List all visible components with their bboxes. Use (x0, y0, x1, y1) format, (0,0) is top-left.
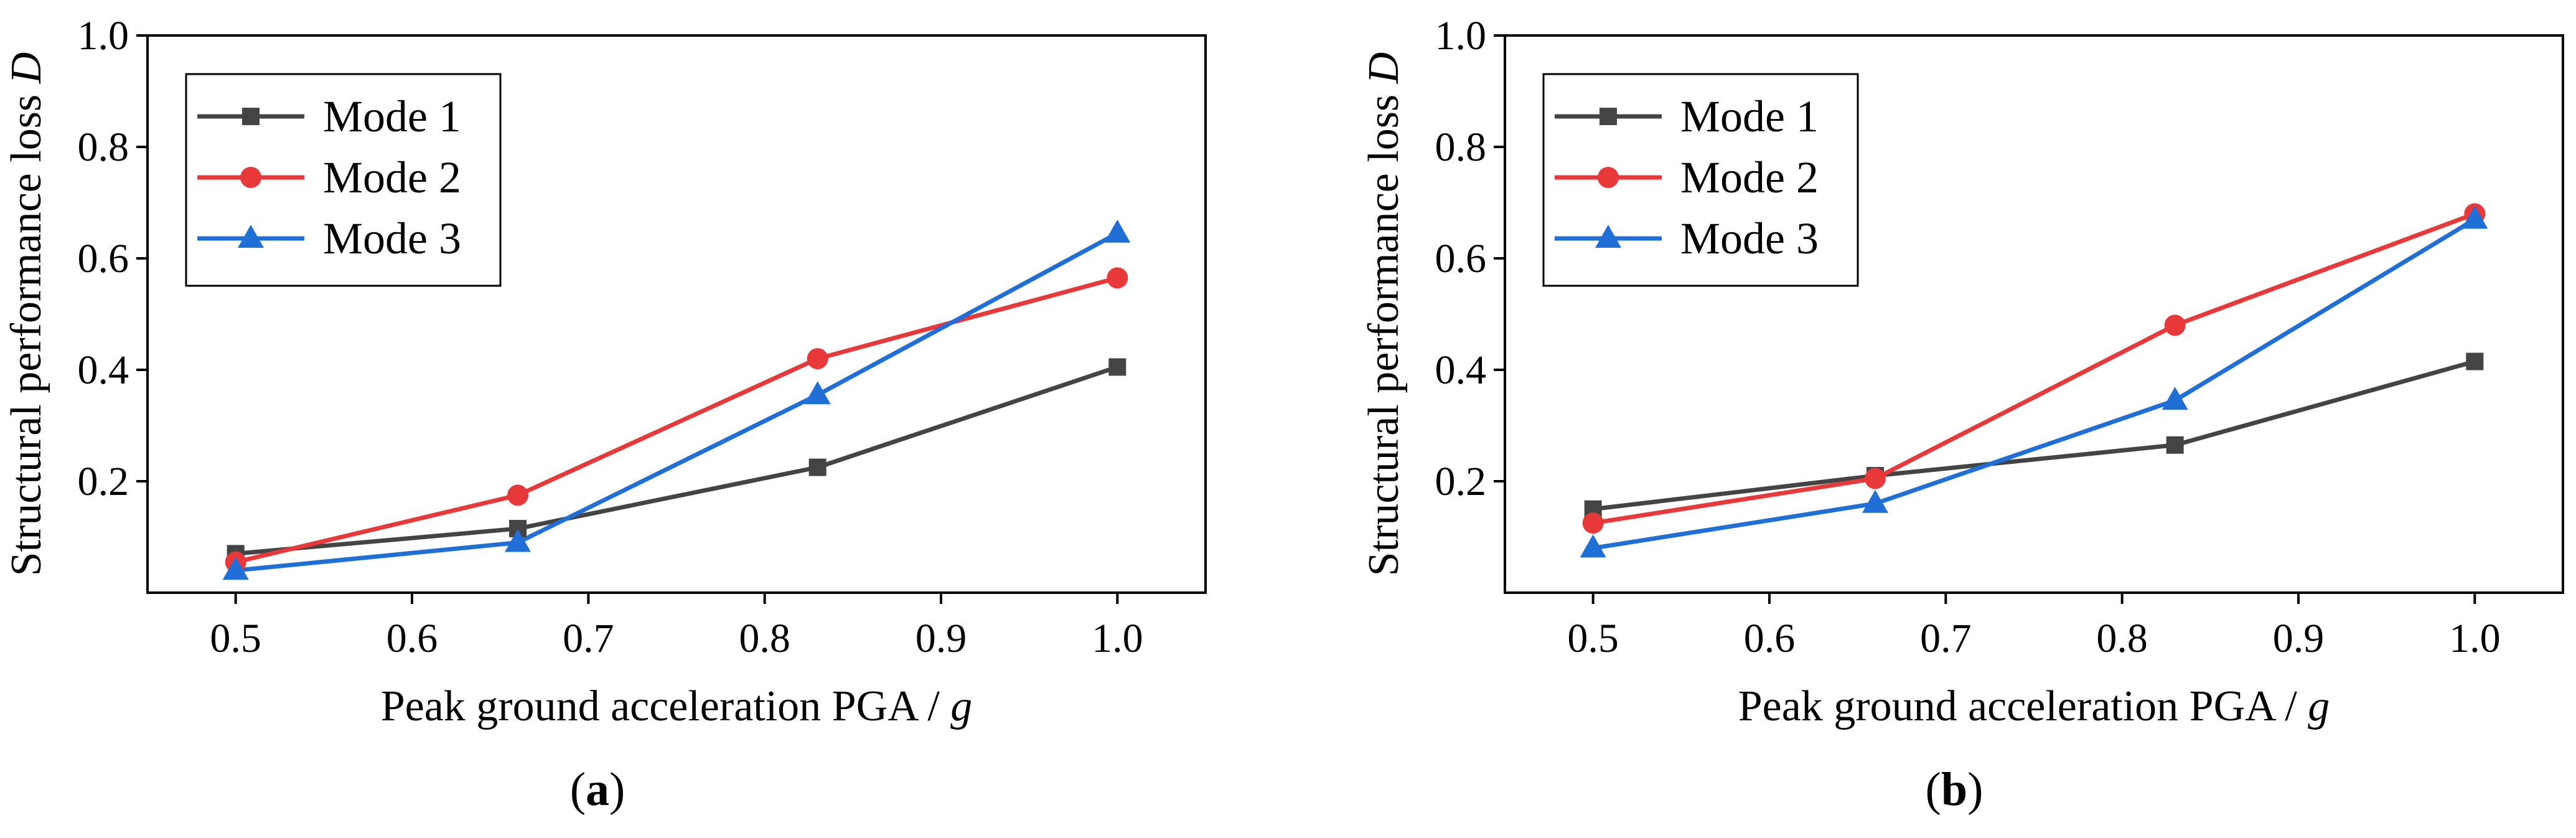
y-tick-label: 0.4 (78, 347, 129, 393)
x-tick-label: 1.0 (1092, 616, 1143, 661)
x-tick-label: 0.9 (916, 616, 967, 661)
x-tick-label: 0.9 (2273, 616, 2325, 661)
legend-box (1542, 73, 1859, 287)
y-axis-title: Structural performance loss D (2, 52, 50, 577)
data-point (807, 348, 828, 370)
y-tick-label: 1.0 (1435, 13, 1487, 59)
data-point (2466, 352, 2484, 370)
y-tick-label: 0.8 (1435, 125, 1487, 170)
x-axis-title-variable: g (2308, 682, 2330, 730)
series-line-mode-2 (1593, 212, 2476, 525)
x-tick-label: 0.5 (1567, 616, 1619, 661)
data-point (1104, 219, 1131, 243)
series-line-mode-2 (235, 275, 1118, 565)
legend-box (185, 73, 502, 287)
y-tick-label: 0.4 (1435, 347, 1487, 393)
legend-marker (238, 225, 264, 248)
series-line-mode-1 (1593, 359, 2476, 512)
legend-marker (1599, 108, 1617, 125)
plot-frame (146, 34, 1207, 594)
legend-label: Mode 3 (1680, 214, 1819, 263)
data-point (1862, 489, 1888, 513)
data-point (222, 557, 249, 580)
data-point (505, 529, 531, 552)
data-point (1582, 512, 1604, 534)
data-point (1108, 358, 1126, 376)
chart-panel-b: 0.5 0.6 0.7 0.8 0.9 1.0 0.2 0.4 0.6 0.8 1.0 Peak gr… (1360, 13, 2564, 816)
y-tick-label: 1.0 (78, 13, 129, 59)
data-point (1580, 534, 1606, 558)
y-axis-title-text: Structural performance loss (1360, 83, 1408, 576)
panel-caption-close: ) (1967, 763, 1983, 816)
data-point (804, 381, 831, 405)
legend-marker (1595, 225, 1621, 248)
panel-caption-open: ( (1926, 763, 1941, 816)
y-tick-label: 0.2 (1435, 459, 1487, 504)
data-point (808, 458, 827, 476)
x-tick-label: 0.7 (1920, 616, 1972, 661)
legend-label: Mode 1 (1680, 92, 1819, 141)
y-tick-label: 0.6 (78, 236, 129, 281)
x-axis-title: Peak ground acceleration PGA / g (1738, 682, 2330, 730)
y-tick-label: 0.8 (78, 125, 129, 170)
x-tick-label: 0.5 (210, 616, 261, 661)
data-point (2166, 436, 2184, 454)
x-axis-title-text: Peak ground acceleration PGA / (1738, 682, 2308, 730)
y-axis-title: Structural performance loss D (1360, 52, 1408, 577)
panel-caption-letter: b (1941, 763, 1967, 816)
x-tick-label: 0.6 (1744, 616, 1796, 661)
series-line-mode-1 (235, 365, 1118, 556)
y-axis-title-text: Structural performance loss (2, 83, 50, 576)
y-axis-title-variable: D (1360, 52, 1408, 85)
plot-frame (1504, 34, 2564, 594)
chart-panel-a: 0.5 0.6 0.7 0.8 0.9 1.0 0.2 0.4 0.6 0.8 1.0 Peak gr… (2, 13, 1207, 816)
x-axis-title-text: Peak ground acceleration PGA / (381, 682, 951, 730)
data-point (1107, 267, 1128, 289)
data-point (2461, 205, 2488, 229)
y-tick-label: 0.6 (1435, 236, 1487, 281)
panel-caption-letter: a (586, 763, 609, 816)
legend-marker (242, 108, 260, 125)
panel-caption: (b) (1926, 763, 1984, 816)
data-point (2161, 387, 2188, 410)
panel-caption: (a) (570, 763, 625, 816)
legend-label: Mode 2 (323, 153, 461, 202)
x-tick-label: 0.7 (563, 616, 614, 661)
x-tick-label: 1.0 (2449, 616, 2501, 661)
data-point (1865, 468, 1886, 489)
data-point (2164, 314, 2186, 336)
x-axis-title: Peak ground acceleration PGA / g (381, 682, 973, 730)
x-tick-label: 0.6 (386, 616, 438, 661)
x-tick-label: 0.8 (2096, 616, 2148, 661)
y-axis-title-variable: D (2, 52, 50, 85)
legend-marker (1598, 167, 1619, 188)
panel-caption-close: ) (609, 763, 625, 816)
series-line-mode-3 (235, 231, 1118, 573)
legend-label: Mode 3 (323, 214, 461, 263)
data-point (507, 484, 528, 506)
legend-marker (240, 167, 261, 188)
legend-label: Mode 1 (323, 92, 461, 141)
y-tick-label: 0.2 (78, 459, 129, 504)
x-tick-label: 0.8 (739, 616, 790, 661)
panel-caption-open: ( (570, 763, 586, 816)
series-line-mode-3 (1593, 217, 2476, 550)
legend-label: Mode 2 (1680, 153, 1819, 202)
x-axis-title-variable: g (950, 682, 972, 730)
